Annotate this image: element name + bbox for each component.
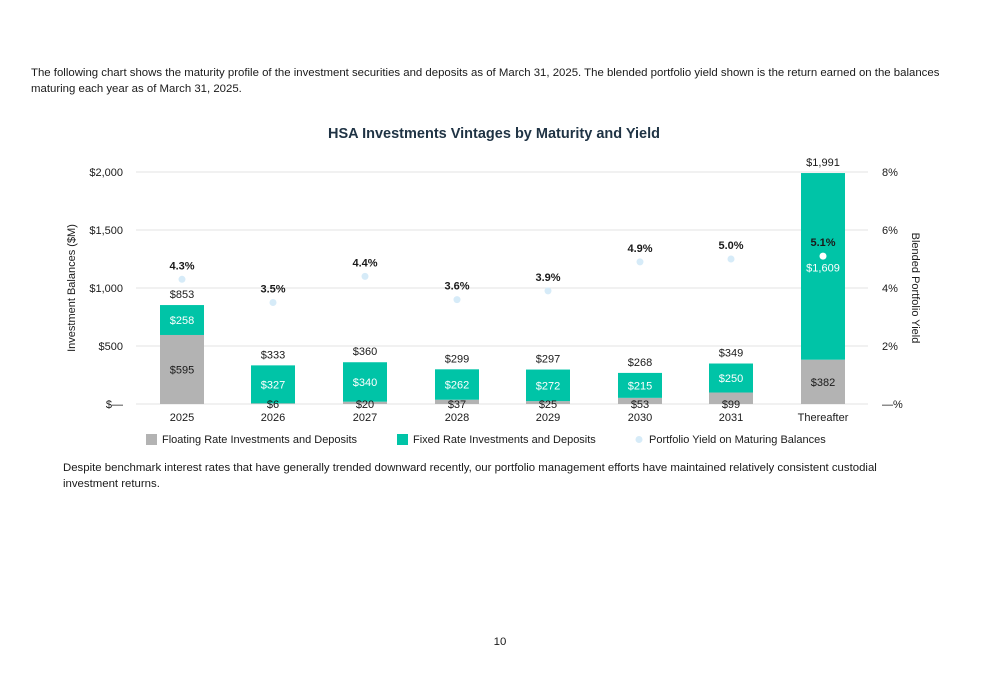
data-label-total: $360 [353,346,377,358]
bar-floating [343,401,387,404]
legend-swatch-yield [635,436,643,443]
yield-label: 5.1% [810,237,835,249]
data-label-floating: $37 [448,399,466,411]
data-label-floating: $595 [170,364,194,376]
yield-point [819,252,827,260]
yield-label: 4.9% [627,243,652,255]
bar-floating [160,334,204,404]
yield-point [636,258,644,266]
yield-point [178,275,186,283]
y2-tick-label: 6% [882,225,898,237]
yield-label: 4.4% [352,257,377,269]
bar-floating [801,359,845,404]
x-tick-label: 2031 [719,412,743,424]
bar-floating [709,392,753,404]
data-label-total: $333 [261,349,285,361]
x-tick-label: 2029 [536,412,560,424]
yield-point [361,272,369,280]
bar-fixed [709,363,753,393]
data-label-total: $853 [170,289,194,301]
y-tick-label: $— [106,399,123,411]
bar-fixed [343,362,387,402]
yield-label: 5.0% [718,240,743,252]
y-tick-label: $1,500 [89,225,123,237]
legend-swatch-fixed [397,434,408,445]
bar-fixed [435,369,479,400]
data-label-floating: $382 [811,377,835,389]
yield-point [269,299,277,306]
data-label-fixed: $258 [170,315,194,327]
data-label-floating: $99 [722,399,740,411]
page-number: 10 [493,636,507,648]
yield-label: 3.9% [535,272,560,284]
data-label-fixed: $250 [719,373,743,385]
yield-label: 4.3% [169,260,194,272]
bar-floating [618,397,662,404]
yield-point [544,287,552,295]
maturity-yield-chart: HSA Investments Vintages by Maturity and… [66,126,921,446]
data-label-total: $1,991 [806,157,840,169]
data-label-floating: $6 [267,399,279,411]
data-label-total: $299 [445,353,469,365]
data-label-fixed: $327 [261,379,285,391]
x-tick-label: 2028 [445,412,469,424]
bar-floating [526,401,570,404]
intro-paragraph: The following chart shows the maturity p… [31,67,940,95]
data-label-total: $268 [628,357,652,369]
data-label-fixed: $262 [445,380,469,392]
y2-tick-label: 8% [882,167,898,179]
yield-point [453,296,461,304]
chart-title: HSA Investments Vintages by Maturity and… [328,126,660,142]
data-label-fixed: $1,609 [806,263,840,275]
bar-fixed [618,372,662,398]
yield-label: 3.6% [444,281,469,293]
legend-label-fixed: Fixed Rate Investments and Deposits [413,434,596,446]
data-label-floating: $20 [356,399,374,411]
data-label-total: $297 [536,354,560,366]
bar-floating [251,403,295,404]
x-tick-label: Thereafter [798,412,849,424]
x-tick-label: 2026 [261,412,285,424]
y2-axis-label: Blended Portfolio Yield [909,233,921,344]
x-tick-label: 2027 [353,412,377,424]
x-tick-label: 2030 [628,412,652,424]
yield-point [727,255,735,263]
y2-tick-label: 2% [882,341,898,353]
y-axis-label: Investment Balances ($M) [66,224,78,352]
legend-label-floating: Floating Rate Investments and Deposits [162,434,358,446]
legend-label-yield: Portfolio Yield on Maturing Balances [649,434,826,446]
x-tick-label: 2025 [170,412,194,424]
data-label-floating: $53 [631,399,649,411]
y-tick-label: $1,000 [89,283,123,295]
data-label-fixed: $272 [536,380,560,392]
y-tick-label: $500 [99,341,123,353]
yield-label: 3.5% [260,284,285,296]
y2-tick-label: —% [882,399,903,411]
data-label-total: $349 [719,348,743,360]
bar-fixed [160,305,204,335]
legend-swatch-floating [146,434,157,445]
data-label-floating: $25 [539,399,557,411]
bar-fixed [526,369,570,402]
bar-floating [435,399,479,404]
bar-fixed [251,365,295,404]
bar-fixed [801,173,845,360]
y-tick-label: $2,000 [89,167,123,179]
data-label-fixed: $340 [353,377,377,389]
y2-tick-label: 4% [882,283,898,295]
outro-paragraph: Despite benchmark interest rates that ha… [63,462,877,490]
data-label-fixed: $215 [628,380,652,392]
